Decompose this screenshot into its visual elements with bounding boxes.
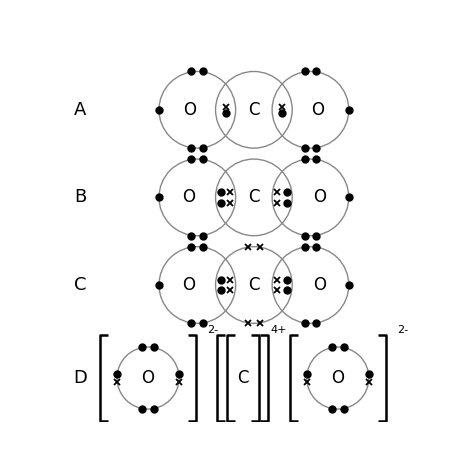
Text: C: C — [74, 276, 87, 294]
Text: O: O — [311, 101, 324, 119]
Text: B: B — [74, 188, 87, 206]
Text: O: O — [142, 369, 155, 387]
Text: C: C — [248, 101, 260, 119]
Text: O: O — [183, 101, 197, 119]
Text: C: C — [237, 369, 249, 387]
Text: D: D — [73, 369, 87, 387]
Text: O: O — [313, 276, 326, 294]
Text: 2-: 2- — [207, 325, 218, 335]
Text: O: O — [331, 369, 344, 387]
Text: O: O — [182, 276, 195, 294]
Text: O: O — [182, 188, 195, 206]
Text: 2-: 2- — [397, 325, 408, 335]
Text: C: C — [248, 188, 260, 206]
Text: A: A — [74, 101, 87, 119]
Text: O: O — [313, 188, 326, 206]
Text: C: C — [248, 276, 260, 294]
Text: 4+: 4+ — [270, 325, 287, 335]
